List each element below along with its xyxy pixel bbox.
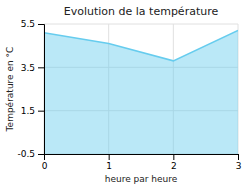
tick-mark <box>38 154 44 155</box>
tick: 1 <box>106 154 112 171</box>
tick: -0.5 <box>17 149 44 159</box>
tick-mark <box>173 154 174 160</box>
plot: 0 1 2 3 -0.5 1.5 3.5 5.5 <box>17 19 241 171</box>
tick-label: 3.5 <box>21 63 35 73</box>
tick-label: 3 <box>236 161 242 171</box>
tick-label: 0 <box>42 161 48 171</box>
x-axis-title: heure par heure <box>105 174 178 184</box>
grid-line-y <box>44 24 238 25</box>
tick-mark <box>38 24 44 25</box>
tick: 2 <box>171 154 177 171</box>
axis-line <box>45 155 239 161</box>
y-axis: -0.5 1.5 3.5 5.5 <box>17 19 44 159</box>
tick-mark <box>38 111 44 112</box>
tick-mark <box>38 67 44 68</box>
chart-title: Evolution de la température <box>64 5 219 18</box>
tick: 3.5 <box>21 63 44 73</box>
area-fill <box>44 31 238 155</box>
y-axis-title: Température en °C <box>5 47 15 133</box>
tick-label: 2 <box>171 161 177 171</box>
tick: 3 <box>236 154 242 171</box>
tick-label: 1 <box>106 161 112 171</box>
tick-label: 5.5 <box>21 19 35 29</box>
marks <box>44 31 238 155</box>
area-line <box>44 31 238 61</box>
tick-label: -0.5 <box>17 149 35 159</box>
tick-mark <box>109 154 110 160</box>
x-axis: 0 1 2 3 <box>42 154 242 171</box>
axis-line <box>38 25 45 155</box>
tick-label: 1.5 <box>21 106 35 116</box>
chart: 0 1 2 3 -0.5 1.5 3.5 5.5 Evolution de la tempéra… <box>0 0 250 188</box>
grid <box>44 24 238 154</box>
tick: 0 <box>42 154 48 171</box>
tick: 1.5 <box>21 106 44 116</box>
tick: 5.5 <box>21 19 44 29</box>
tick-mark <box>238 154 239 160</box>
